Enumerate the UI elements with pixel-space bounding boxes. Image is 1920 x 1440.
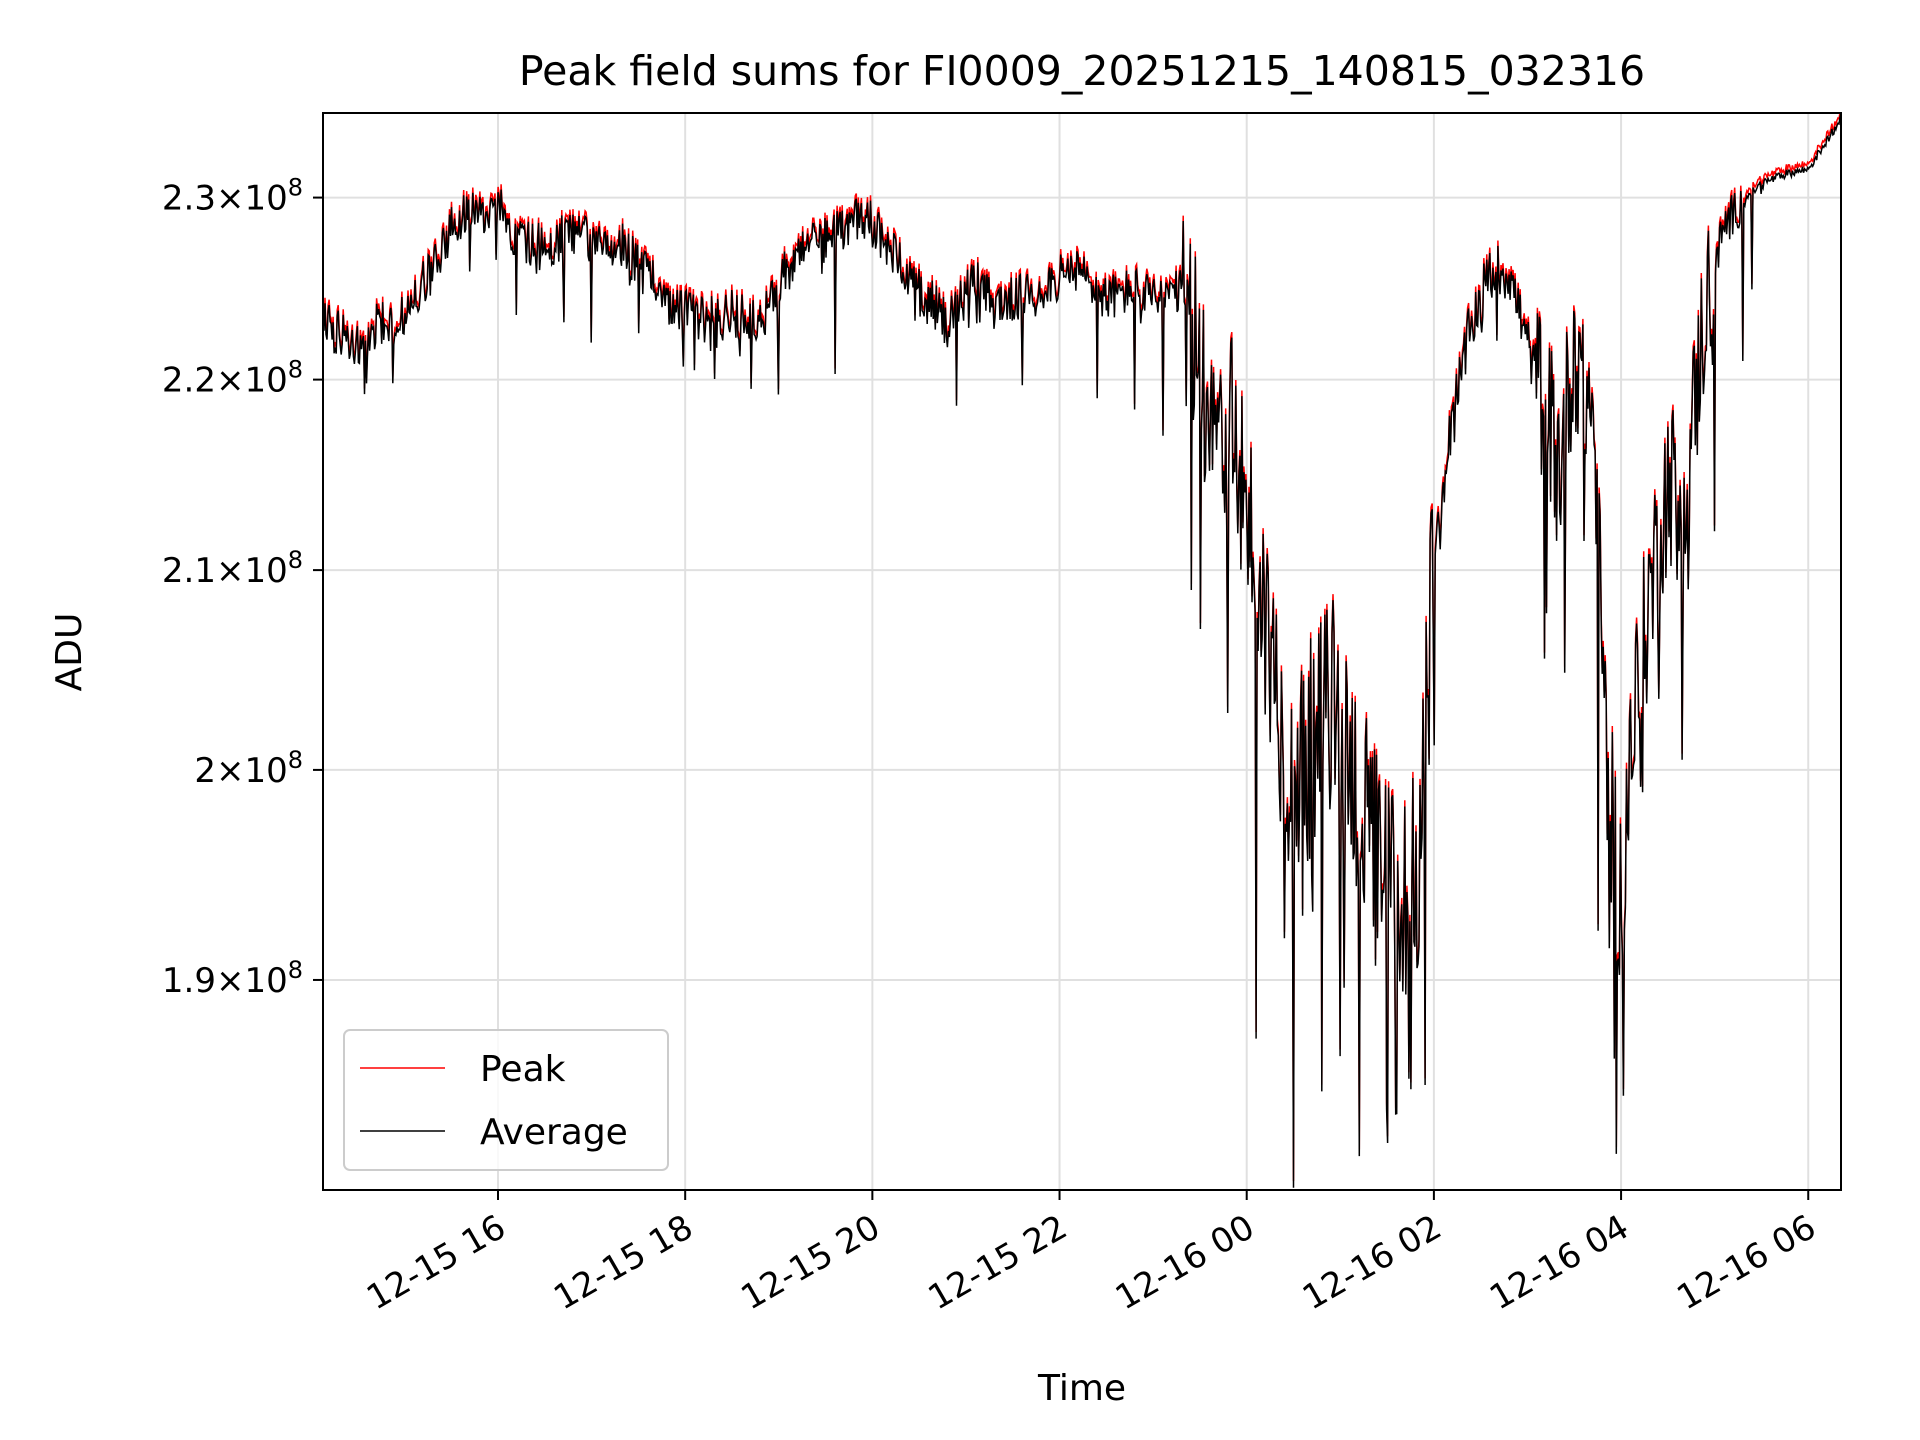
y-tick-label: 2×108 xyxy=(194,746,303,791)
legend-label-average: Average xyxy=(480,1112,628,1153)
y-axis: 1.9×108 2×108 2.1×108 2.2×108 2.3×108 xyxy=(162,174,323,1001)
x-axis-label: Time xyxy=(1037,1368,1126,1409)
series-line-average xyxy=(323,113,1841,1188)
y-tick-label: 2.3×108 xyxy=(162,174,303,219)
plot-frame xyxy=(322,112,1842,1191)
y-tick-label: 1.9×108 xyxy=(162,956,303,1001)
legend-box xyxy=(343,1029,669,1171)
y-axis-label: ADU xyxy=(49,613,90,692)
chart-title: Peak field sums for FI0009_20251215_1408… xyxy=(519,47,1645,95)
legend: Peak Average xyxy=(343,1029,669,1171)
legend-label-peak: Peak xyxy=(480,1049,566,1090)
y-tick-label: 2.1×108 xyxy=(162,546,303,591)
y-tick-label: 2.2×108 xyxy=(162,356,303,401)
